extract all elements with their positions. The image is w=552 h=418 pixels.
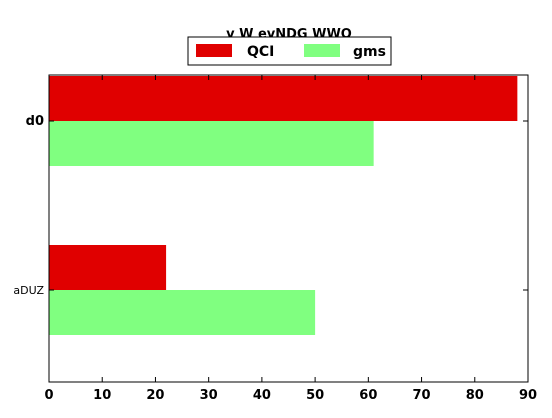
legend-label-gms: gms (353, 44, 386, 60)
x-tick-label-0: 0 (44, 388, 53, 403)
bar-gms-aDUZ (49, 290, 316, 335)
x-tick-label-60: 60 (359, 388, 377, 403)
plot-frame (48, 74, 529, 383)
x-tick-label-50: 50 (306, 388, 324, 403)
axes-layer: 0 10 20 30 40 50 60 70 80 90 d0 aDUZ (13, 74, 537, 403)
legend-label-QCI: QCI (247, 44, 274, 60)
bars-layer (49, 76, 518, 335)
x-tick-label-20: 20 (146, 388, 164, 403)
legend: QCI gms (187, 36, 392, 66)
legend-swatch-gms (304, 44, 340, 57)
legend-swatch-QCI (196, 44, 232, 57)
y-tick-label-d0: d0 (26, 114, 44, 129)
y-tick-label-aDUZ: aDUZ (13, 284, 44, 297)
bar-gms-d0 (49, 121, 374, 166)
x-tick-label-80: 80 (466, 388, 484, 403)
bar-QCI-d0 (49, 76, 518, 121)
x-tick-label-10: 10 (93, 388, 111, 403)
x-tick-label-40: 40 (253, 388, 271, 403)
x-tick-label-90: 90 (519, 388, 537, 403)
bar-QCI-aDUZ (49, 245, 167, 290)
x-tick-label-30: 30 (200, 388, 218, 403)
x-tick-label-70: 70 (413, 388, 431, 403)
